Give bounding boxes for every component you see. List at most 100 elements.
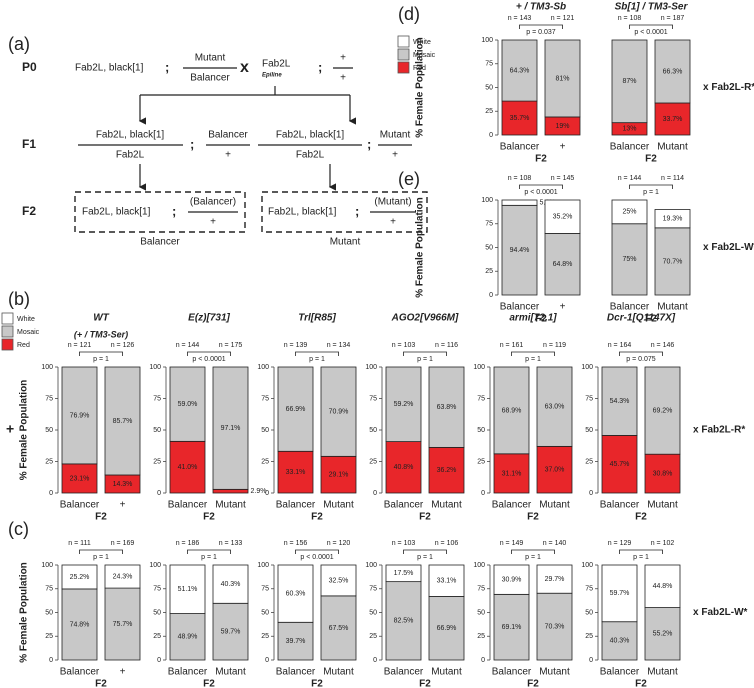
value-label: 68.9% [502, 407, 522, 414]
value-label: 44.8% [653, 583, 673, 590]
generation: P0 [22, 60, 37, 74]
legend-label: Mosaic [413, 52, 436, 59]
genotype: + [210, 217, 216, 228]
bar-segment [501, 39, 538, 102]
separator: ; [172, 203, 176, 218]
y-tick-label: 75 [261, 395, 269, 402]
bar-segment [212, 564, 249, 604]
bar-segment [601, 564, 638, 623]
value-label: 76.9% [70, 412, 90, 419]
y-tick-label: 100 [365, 364, 377, 371]
n-label: n = 102 [651, 540, 675, 547]
y-tick-label: 0 [49, 657, 53, 664]
y-tick-label: 25 [585, 458, 593, 465]
value-label: 36.2% [437, 467, 457, 474]
y-tick-label: 100 [481, 37, 493, 44]
bar-segment [169, 440, 206, 494]
genotype: Fab2L [116, 150, 145, 161]
x-axis-label: F2 [535, 154, 547, 165]
value-label: 60.3% [286, 590, 306, 597]
bar-segment [654, 227, 691, 296]
x-tick-label: Balancer [276, 667, 316, 678]
panel-label: (a) [8, 34, 30, 54]
value-label: 66.9% [286, 406, 306, 413]
value-label: 41.0% [178, 464, 198, 471]
n-label: n = 108 [618, 15, 642, 22]
p-bracket [187, 549, 231, 554]
genotype: (Balancer) [190, 197, 236, 208]
x-tick-label: Mutant [323, 667, 354, 678]
x-tick-label: + [120, 667, 126, 678]
y-tick-label: 0 [589, 490, 593, 497]
n-label: n = 108 [508, 175, 532, 182]
p-label: p < 0.0001 [524, 189, 557, 196]
chart-title: armi[72.1] [509, 313, 557, 324]
y-tick-label: 50 [369, 427, 377, 434]
y-tick-label: 0 [481, 657, 485, 664]
p-bracket [295, 549, 339, 554]
n-label: n = 164 [608, 342, 632, 349]
y-tick-label: 25 [369, 458, 377, 465]
bar-segment [611, 39, 648, 124]
p-bracket [629, 24, 673, 29]
row-label: x Fab2L-W* [693, 607, 748, 618]
y-tick-label: 0 [49, 490, 53, 497]
y-tick-label: 100 [473, 562, 485, 569]
p-bracket [619, 351, 663, 356]
x-axis-label: F2 [95, 679, 107, 688]
p-bracket [403, 351, 447, 356]
group-label: Mutant [330, 237, 361, 248]
n-label: n = 145 [551, 175, 575, 182]
x-tick-label: Mutant [647, 500, 678, 511]
value-label: 54.3% [610, 398, 630, 405]
x-tick-label: Mutant [431, 667, 462, 678]
value-label: 74.8% [70, 621, 90, 628]
value-label: 37.0% [545, 467, 565, 474]
y-axis-label: % Female Population [415, 37, 426, 138]
n-label: n = 169 [111, 540, 135, 547]
value-label: 25.2% [70, 574, 90, 581]
value-label: 40.8% [394, 464, 414, 471]
x-tick-label: Mutant [323, 500, 354, 511]
bar-segment [611, 223, 648, 296]
generation: F2 [22, 204, 36, 218]
dashed-box [261, 191, 428, 233]
x-tick-label: Balancer [276, 500, 316, 511]
y-tick-label: 50 [369, 609, 377, 616]
x-tick-label: Mutant [215, 667, 246, 678]
value-label: 69.2% [653, 407, 673, 414]
n-label: n = 121 [68, 342, 92, 349]
bar-segment [493, 564, 530, 595]
genotype: Balancer [190, 73, 230, 84]
cross-line [140, 86, 350, 96]
legend-label: White [413, 39, 431, 46]
x-tick-label: Balancer [168, 500, 208, 511]
p-bracket [511, 549, 555, 554]
p-label: p = 1 [633, 554, 649, 561]
bar-segment [611, 199, 648, 225]
value-label: 33.7% [663, 116, 683, 123]
bar-segment [654, 209, 691, 229]
x-tick-label: Balancer [610, 302, 650, 313]
n-label: n = 133 [219, 540, 243, 547]
p-label: p = 1 [201, 554, 217, 561]
cross-sign: x [240, 59, 249, 76]
dashed-box [74, 191, 246, 233]
y-tick-label: 0 [373, 490, 377, 497]
bar-segment [169, 613, 206, 661]
n-label: n = 175 [219, 342, 243, 349]
p-label: p = 1 [417, 356, 433, 363]
row-label: x Fab2L-W* [703, 242, 754, 253]
bar-segment [104, 564, 141, 589]
x-axis-label: F2 [95, 512, 107, 523]
y-tick-label: 25 [485, 108, 493, 115]
y-tick-label: 75 [369, 395, 377, 402]
x-tick-label: Mutant [647, 667, 678, 678]
bar-segment [601, 366, 638, 436]
x-tick-label: Mutant [539, 667, 570, 678]
bar-segment [61, 564, 98, 590]
n-label: n = 126 [111, 342, 135, 349]
bar-segment [212, 366, 249, 490]
value-label: 70.9% [329, 409, 349, 416]
y-tick-label: 50 [45, 609, 53, 616]
